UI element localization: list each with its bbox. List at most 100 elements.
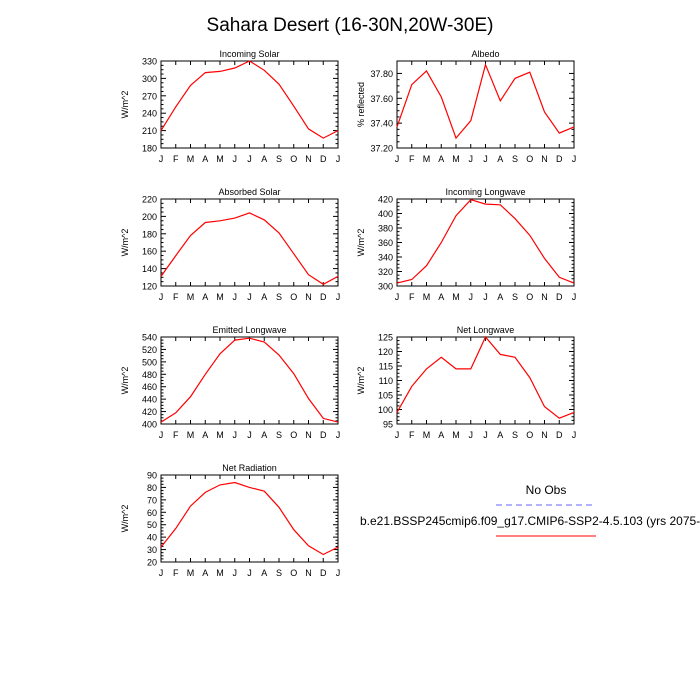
x-tick-label: S xyxy=(276,154,282,164)
y-tick-label: 480 xyxy=(142,370,157,380)
x-tick-label: A xyxy=(202,154,208,164)
y-tick-label: 360 xyxy=(378,238,393,248)
y-tick-label: 200 xyxy=(142,212,157,222)
legend-model-label: b.e21.BSSP245cmip6.f09_g17.CMIP6-SSP2-4.… xyxy=(360,514,700,528)
x-tick-label: D xyxy=(320,154,327,164)
x-tick-label: J xyxy=(336,154,341,164)
y-tick-label: 340 xyxy=(378,253,393,263)
x-tick-label: J xyxy=(572,430,577,440)
series-line xyxy=(160,60,339,139)
x-tick-label: A xyxy=(261,292,267,302)
x-tick-label: J xyxy=(483,430,488,440)
x-tick-label: J xyxy=(469,430,474,440)
x-tick-label: N xyxy=(541,430,548,440)
series-line xyxy=(396,199,575,284)
x-tick-label: N xyxy=(305,430,312,440)
series-line xyxy=(160,481,339,556)
y-tick-label: 210 xyxy=(142,126,157,136)
plot-frame xyxy=(160,60,339,149)
x-tick-label: S xyxy=(276,568,282,578)
x-tick-label: D xyxy=(556,430,563,440)
x-tick-label: J xyxy=(233,154,238,164)
x-tick-label: O xyxy=(290,568,297,578)
x-tick-label: J xyxy=(336,430,341,440)
x-tick-label: M xyxy=(216,292,224,302)
y-tick-label: 400 xyxy=(378,209,393,219)
y-tick-label: 320 xyxy=(378,267,393,277)
y-tick-label: 80 xyxy=(147,483,157,493)
series-line xyxy=(396,335,575,419)
y-tick-label: 460 xyxy=(142,382,157,392)
y-tick-label: 140 xyxy=(142,264,157,274)
y-tick-label: 40 xyxy=(147,533,157,543)
y-tick-label: 120 xyxy=(378,347,393,357)
x-tick-label: M xyxy=(216,568,224,578)
y-axis-label: W/m^2 xyxy=(356,367,366,395)
x-tick-label: J xyxy=(336,568,341,578)
y-tick-label: 400 xyxy=(142,420,157,430)
y-tick-label: 70 xyxy=(147,495,157,505)
x-tick-label: J xyxy=(159,430,164,440)
x-tick-label: M xyxy=(423,154,431,164)
y-tick-label: 380 xyxy=(378,224,393,234)
x-tick-label: A xyxy=(261,568,267,578)
x-tick-label: M xyxy=(187,430,195,440)
plot-frame xyxy=(396,198,575,287)
series-line xyxy=(160,212,339,285)
y-tick-label: 300 xyxy=(378,282,393,292)
x-tick-label: A xyxy=(202,568,208,578)
x-tick-label: N xyxy=(305,568,312,578)
y-axis-label: W/m^2 xyxy=(120,229,130,257)
x-tick-label: J xyxy=(572,154,577,164)
x-tick-label: J xyxy=(469,292,474,302)
x-tick-label: M xyxy=(452,430,460,440)
x-tick-label: N xyxy=(541,154,548,164)
x-tick-label: O xyxy=(526,430,533,440)
x-tick-label: J xyxy=(247,430,252,440)
y-tick-label: 50 xyxy=(147,520,157,530)
x-tick-label: J xyxy=(233,568,238,578)
x-tick-label: M xyxy=(423,430,431,440)
y-tick-label: 220 xyxy=(142,195,157,205)
y-tick-label: 270 xyxy=(142,91,157,101)
x-tick-label: M xyxy=(452,154,460,164)
x-tick-label: D xyxy=(556,154,563,164)
panel-title: Incoming Longwave xyxy=(445,187,525,197)
x-tick-label: D xyxy=(320,292,327,302)
y-tick-label: 120 xyxy=(142,282,157,292)
y-tick-label: 37.60 xyxy=(370,94,393,104)
y-tick-label: 110 xyxy=(379,376,393,386)
y-tick-label: 440 xyxy=(142,395,157,405)
y-tick-label: 300 xyxy=(142,74,157,84)
y-tick-label: 180 xyxy=(142,229,157,239)
y-tick-label: 420 xyxy=(378,195,393,205)
plot-frame xyxy=(160,198,339,287)
panel-title: Incoming Solar xyxy=(219,49,279,59)
x-tick-label: J xyxy=(247,154,252,164)
x-tick-label: S xyxy=(512,430,518,440)
x-tick-label: J xyxy=(336,292,341,302)
x-tick-label: A xyxy=(261,430,267,440)
x-tick-label: J xyxy=(247,568,252,578)
x-tick-label: O xyxy=(290,154,297,164)
y-axis-label: W/m^2 xyxy=(356,229,366,257)
y-tick-label: 20 xyxy=(147,558,157,568)
y-tick-label: 37.80 xyxy=(370,69,393,79)
figure-title: Sahara Desert (16-30N,20W-30E) xyxy=(207,15,494,36)
x-tick-label: A xyxy=(438,292,444,302)
y-axis-label: W/m^2 xyxy=(120,367,130,395)
x-tick-label: J xyxy=(395,292,400,302)
x-tick-label: M xyxy=(452,292,460,302)
x-tick-label: F xyxy=(409,292,415,302)
x-tick-label: J xyxy=(159,154,164,164)
y-tick-label: 420 xyxy=(142,407,157,417)
x-tick-label: N xyxy=(305,292,312,302)
x-tick-label: M xyxy=(216,154,224,164)
x-tick-label: J xyxy=(233,292,238,302)
y-tick-label: 500 xyxy=(142,357,157,367)
